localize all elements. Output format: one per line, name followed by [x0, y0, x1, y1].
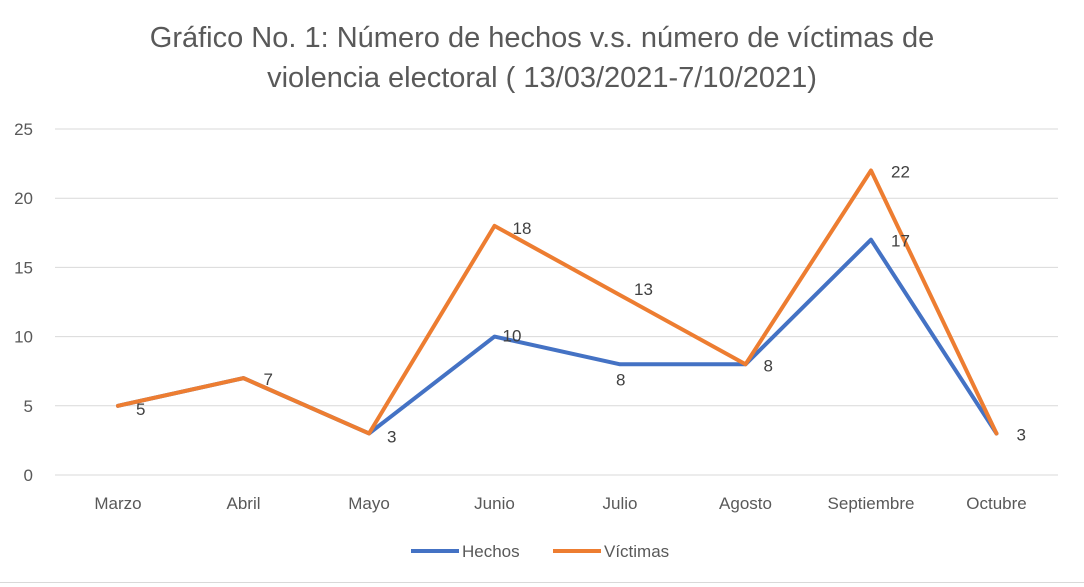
data-label: 18	[513, 219, 532, 238]
chart-title-line-2: violencia electoral ( 13/03/2021-7/10/20…	[267, 62, 817, 94]
x-tick-label: Octubre	[966, 494, 1026, 513]
series-lines	[116, 168, 999, 436]
x-tick-label: Junio	[474, 494, 515, 513]
y-tick-label: 25	[14, 120, 33, 139]
data-label: 7	[264, 370, 273, 389]
chart-title: Gráfico No. 1: Número de hechos v.s. núm…	[0, 18, 1084, 98]
x-axis-tick-labels: Marzo Abril Mayo Junio Julio Agosto Septiembre…	[94, 494, 1026, 513]
x-tick-label: Julio	[603, 494, 638, 513]
data-label: 13	[634, 280, 653, 299]
data-label: 8	[616, 370, 625, 389]
y-axis-tick-labels: 0 5 10 15 20 25	[14, 120, 33, 485]
y-tick-label: 10	[14, 328, 33, 347]
y-tick-label: 15	[14, 258, 33, 277]
y-tick-label: 5	[24, 397, 33, 416]
series-line-víctimas	[116, 168, 999, 436]
y-tick-label: 20	[14, 189, 33, 208]
data-label: 17	[891, 232, 910, 251]
data-label: 10	[503, 327, 522, 346]
data-label: 22	[891, 163, 910, 182]
legend-label: Víctimas	[604, 542, 669, 561]
legend: Hechos Víctimas	[411, 542, 669, 561]
chart-border	[0, 582, 1084, 583]
data-label: 8	[764, 356, 773, 375]
x-tick-label: Marzo	[94, 494, 141, 513]
x-tick-label: Agosto	[719, 494, 772, 513]
chart-title-line-1: Gráfico No. 1: Número de hechos v.s. núm…	[149, 22, 935, 54]
legend-label: Hechos	[462, 542, 520, 561]
x-tick-label: Mayo	[348, 494, 390, 513]
data-label: 5	[136, 400, 145, 419]
data-labels: 10 8 17 5 7 3 18 13 8 22 3	[136, 163, 1026, 447]
x-tick-label: Abril	[226, 494, 260, 513]
y-tick-label: 0	[24, 466, 33, 485]
x-tick-label: Septiembre	[828, 494, 915, 513]
data-label: 3	[1017, 425, 1026, 444]
data-label: 3	[387, 427, 396, 446]
